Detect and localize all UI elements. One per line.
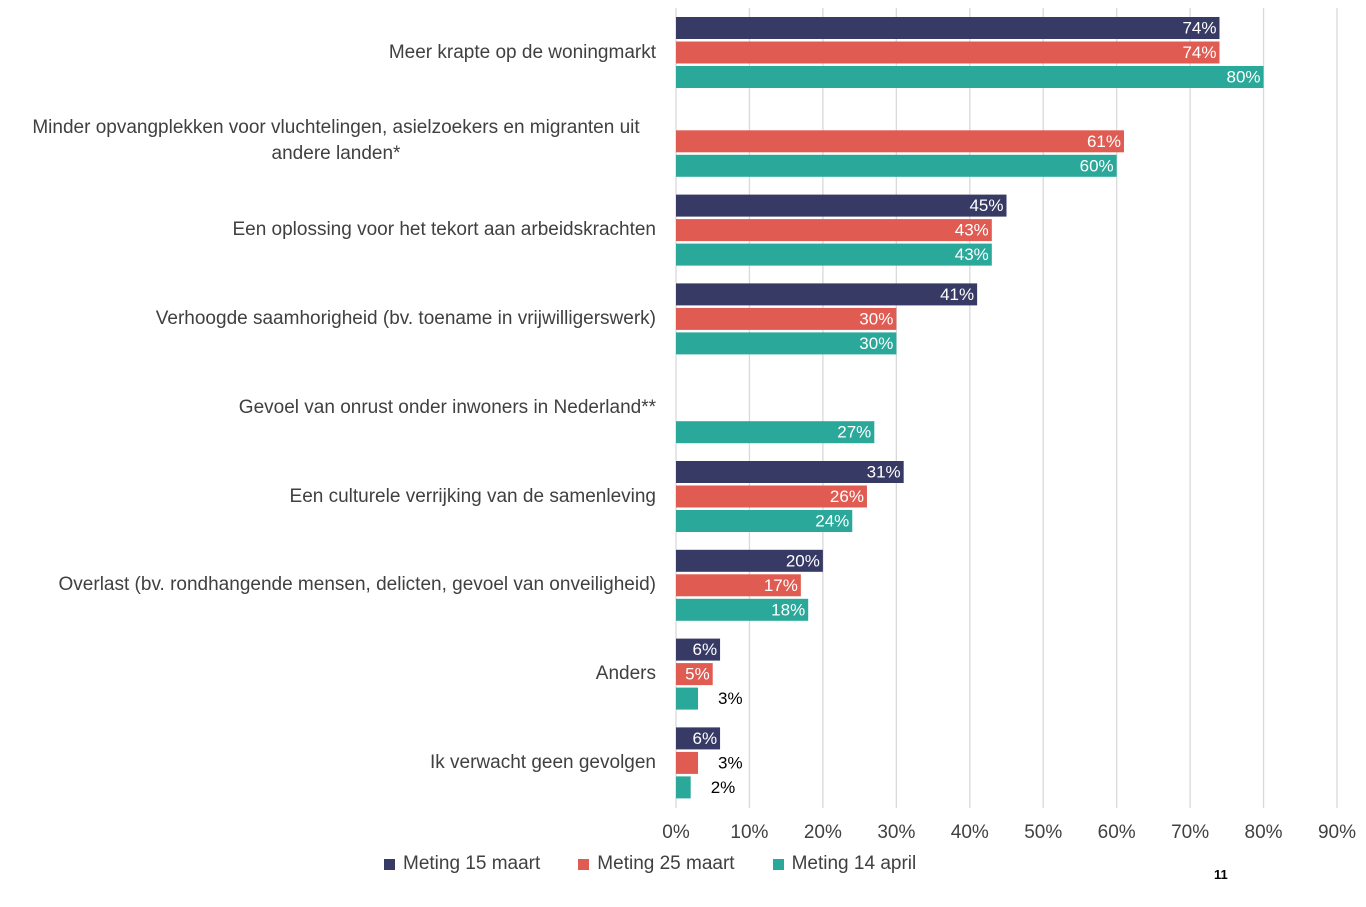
bar [676,510,853,532]
data-label: 74% [1182,43,1216,62]
bar [676,549,823,572]
x-tick-label: 10% [730,822,768,843]
page-number: 11 [1214,867,1228,882]
data-label: 41% [940,285,974,304]
data-label: 31% [867,462,901,481]
legend-label: Meting 25 maart [597,853,735,874]
category-label: Een culturele verrijking van de samenlev… [289,485,656,507]
legend-item: Meting 15 maart [384,853,540,875]
data-label: 6% [692,729,717,748]
bar [676,17,1220,39]
bar [676,687,699,710]
category-label: Gevoel van onrust onder inwoners in Nede… [238,396,656,418]
category-label: Meer krapte op de woningmarkt [388,41,656,63]
bar [676,751,699,774]
legend-label: Meting 15 maart [403,853,541,874]
bar [676,461,904,483]
data-label: 30% [859,309,893,328]
data-label: 26% [830,487,864,506]
data-label: 3% [718,753,743,772]
bar [676,598,809,621]
x-tick-label: 70% [1171,822,1209,843]
data-label: 18% [771,600,805,619]
x-tick-label: 40% [951,822,989,843]
category-label: Verhoogde saamhorigheid (bv. toename in … [155,307,656,329]
bar [676,219,992,242]
legend-swatch [772,858,784,870]
data-label: 17% [764,576,798,595]
data-label: 43% [955,221,989,240]
category-label: Ik verwacht geen gevolgen [429,751,656,773]
data-label: 3% [718,689,743,708]
category-label: Een oplossing voor het tekort aan arbeid… [232,219,656,241]
data-label: 2% [711,778,736,797]
bar [676,574,801,597]
bar [676,154,1117,177]
bar [676,727,721,750]
data-label: 45% [969,196,1003,215]
data-label: 61% [1087,132,1121,151]
bar [676,66,1264,88]
data-label: 20% [786,551,820,570]
category-label: Anders [595,663,656,685]
bar [676,485,867,508]
x-tick-label: 20% [804,822,842,843]
data-label: 60% [1080,156,1114,175]
bar [676,41,1220,64]
bar [676,243,992,266]
data-label: 80% [1227,67,1261,86]
legend-item: Meting 14 april [772,853,917,875]
x-tick-label: 50% [1024,822,1062,843]
bar [676,283,978,306]
legend-swatch [384,858,395,870]
bar [676,638,721,661]
category-label: Overlast (bv. rondhangende mensen, delic… [58,574,656,596]
x-tick-label: 0% [662,822,690,843]
data-label: 5% [685,665,710,684]
category-label: Minder opvangplekken voor vluchtelingen,… [32,117,640,165]
legend-swatch [578,858,590,870]
data-label: 6% [692,640,717,659]
bar [676,307,897,330]
data-label: 30% [859,334,893,353]
bar [676,194,1007,217]
data-label: 27% [837,423,871,442]
legend-item: Meting 25 maart [578,853,735,875]
bar [676,776,691,799]
data-label: 43% [955,245,989,264]
legend-label: Meting 14 april [791,853,917,874]
x-tick-label: 30% [877,822,915,843]
bar [676,663,713,686]
x-tick-label: 60% [1098,822,1136,843]
legend: Meting 15 maart Meting 25 maart Meting 14 … [384,853,916,875]
bar [676,421,875,444]
data-label: 74% [1182,18,1216,37]
x-tick-label: 80% [1245,822,1283,843]
data-label: 24% [815,511,849,530]
bar [676,332,897,355]
bar [676,130,1125,153]
x-tick-label: 90% [1318,822,1356,843]
